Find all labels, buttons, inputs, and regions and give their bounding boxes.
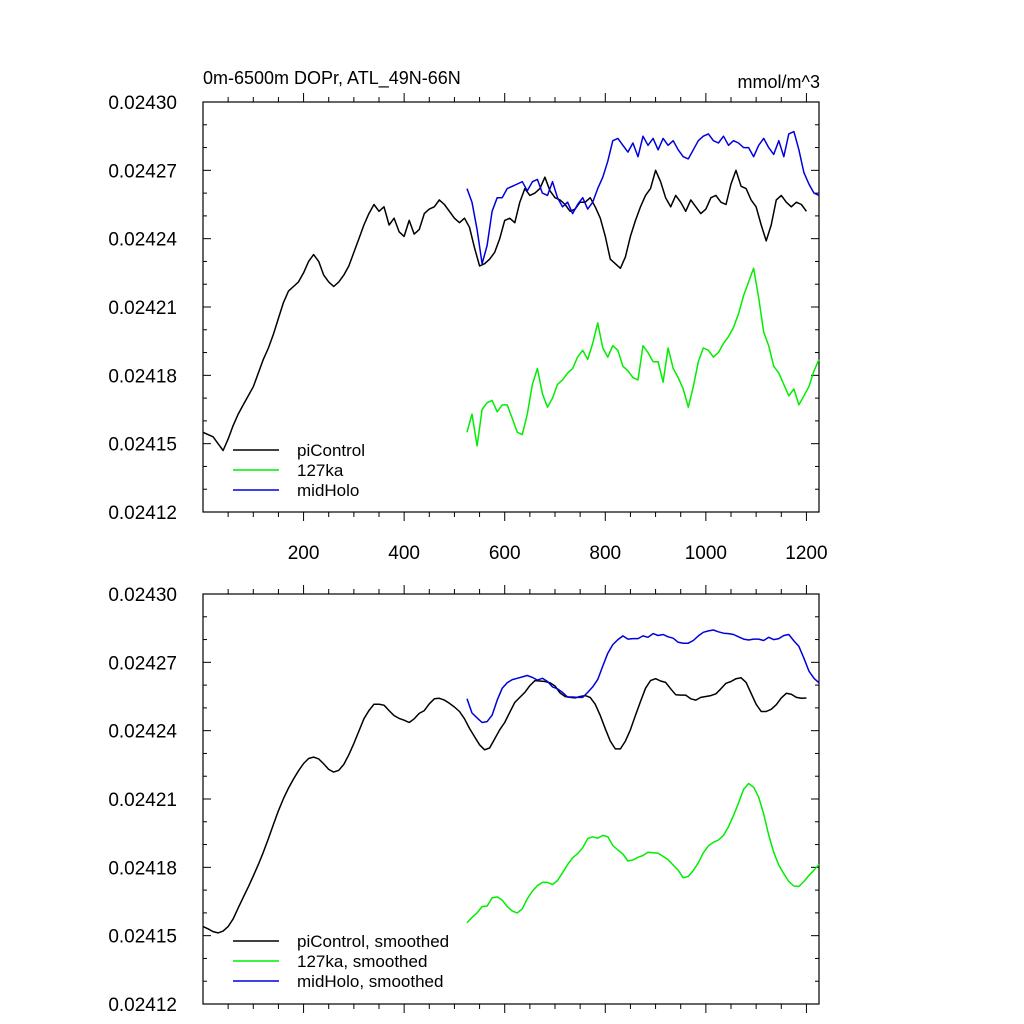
series-line-0 bbox=[202, 677, 807, 934]
legend-label-1: 127ka bbox=[297, 461, 344, 480]
y-tick-label: 0.02427 bbox=[108, 161, 177, 182]
y-tick-label: 0.02418 bbox=[108, 858, 177, 879]
y-tick-label: 0.02415 bbox=[108, 927, 177, 948]
y-tick-label: 0.02424 bbox=[108, 722, 177, 743]
y-tick-label: 0.02412 bbox=[108, 503, 177, 524]
x-tick-label: 600 bbox=[489, 543, 521, 564]
series-line-2 bbox=[466, 629, 820, 724]
y-tick-label: 0.02427 bbox=[108, 653, 177, 674]
units-label: mmol/m^3 bbox=[738, 72, 820, 92]
legend-label-0: piControl, smoothed bbox=[297, 932, 449, 951]
series-line-2 bbox=[466, 130, 820, 265]
y-tick-label: 0.02412 bbox=[108, 995, 177, 1016]
y-tick-label: 0.02430 bbox=[108, 93, 177, 114]
y-tick-label: 0.02421 bbox=[108, 298, 177, 319]
series-line-0 bbox=[202, 169, 808, 452]
chart-title: 0m-6500m DOPr, ATL_49N-66N bbox=[203, 68, 461, 89]
x-tick-label: 200 bbox=[288, 543, 320, 564]
legend-label-2: midHolo, smoothed bbox=[297, 972, 443, 991]
x-tick-label: 1000 bbox=[685, 543, 727, 564]
plot-frame bbox=[202, 593, 820, 1005]
x-tick-label: 400 bbox=[388, 543, 420, 564]
series-line-1 bbox=[466, 267, 820, 447]
y-tick-label: 0.02424 bbox=[108, 230, 177, 251]
legend-label-1: 127ka, smoothed bbox=[297, 952, 427, 971]
x-tick-label: 800 bbox=[589, 543, 621, 564]
x-tick-label: 1200 bbox=[785, 543, 827, 564]
top-panel: 0m-6500m DOPr, ATL_49N-66N mmol/m^3 0.02… bbox=[108, 68, 827, 564]
legend-label-0: piControl bbox=[297, 441, 365, 460]
legend-label-2: midHolo bbox=[297, 481, 359, 500]
y-tick-label: 0.02421 bbox=[108, 790, 177, 811]
y-tick-label: 0.02418 bbox=[108, 366, 177, 387]
bottom-panel: 0.02412 0.02415 0.02418 0.02421 0.02424 0.024… bbox=[108, 585, 820, 1016]
series-line-1 bbox=[466, 782, 820, 924]
y-tick-label: 0.02415 bbox=[108, 435, 177, 456]
plot-frame bbox=[202, 101, 820, 513]
y-tick-label: 0.02430 bbox=[108, 585, 177, 606]
